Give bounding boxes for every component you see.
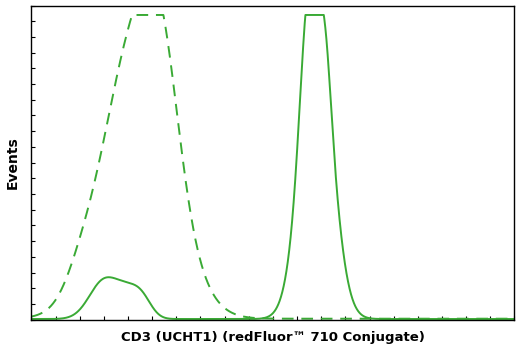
Y-axis label: Events: Events — [6, 136, 20, 189]
X-axis label: CD3 (UCHT1) (redFluor™ 710 Conjugate): CD3 (UCHT1) (redFluor™ 710 Conjugate) — [121, 331, 425, 344]
